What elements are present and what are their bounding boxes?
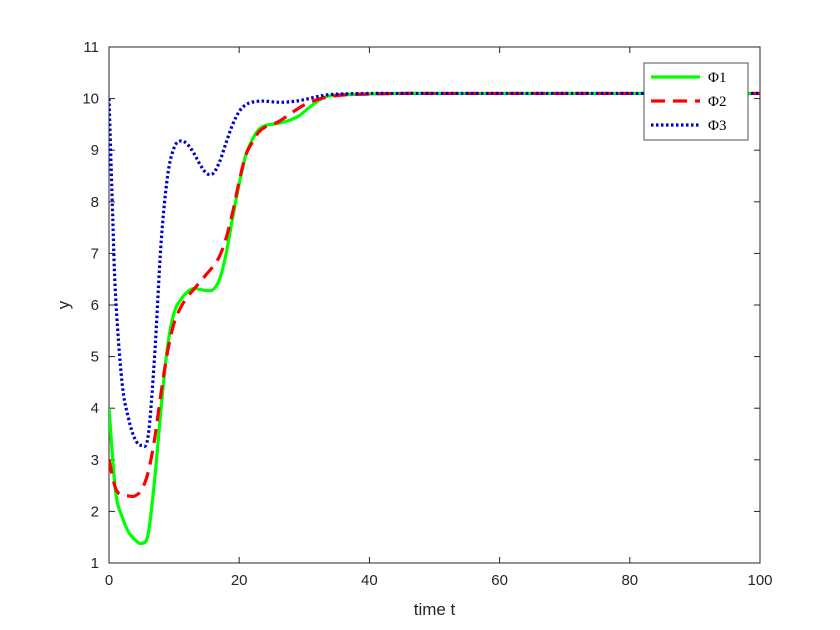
x-tick-label: 60 [491, 572, 508, 589]
legend: Φ1 Φ2 Φ3 [643, 62, 749, 141]
y-tick-label: 5 [91, 349, 99, 366]
y-tick-label: 11 [83, 39, 99, 56]
y-tick-label: 4 [91, 400, 99, 417]
y-axis-label: y [54, 300, 73, 309]
y-tick-label: 1 [91, 555, 99, 572]
y-tick-label: 9 [91, 142, 99, 159]
y-tick-label: 3 [91, 452, 99, 469]
x-tick-label: 80 [621, 572, 638, 589]
x-tick-label: 100 [747, 572, 772, 589]
y-tick-label: 10 [82, 91, 99, 108]
x-axis-label: time t [414, 600, 456, 619]
legend-label-1: Φ1 [708, 70, 726, 86]
x-tick-label: 40 [361, 572, 378, 589]
x-tick-label: 0 [105, 572, 113, 589]
series-line-3 [109, 91, 760, 448]
y-tick-label: 7 [91, 245, 99, 262]
x-axis-ticks: 0 20 40 60 80 100 [105, 47, 773, 589]
y-tick-label: 2 [91, 503, 99, 520]
y-tick-label: 6 [91, 297, 99, 314]
series-layer [109, 91, 760, 546]
y-axis-ticks: 1 2 3 4 5 6 7 8 9 10 11 [82, 39, 760, 572]
y-tick-label: 8 [91, 194, 99, 211]
legend-label-2: Φ2 [708, 94, 726, 110]
x-tick-label: 20 [231, 572, 248, 589]
legend-label-3: Φ3 [708, 118, 726, 134]
